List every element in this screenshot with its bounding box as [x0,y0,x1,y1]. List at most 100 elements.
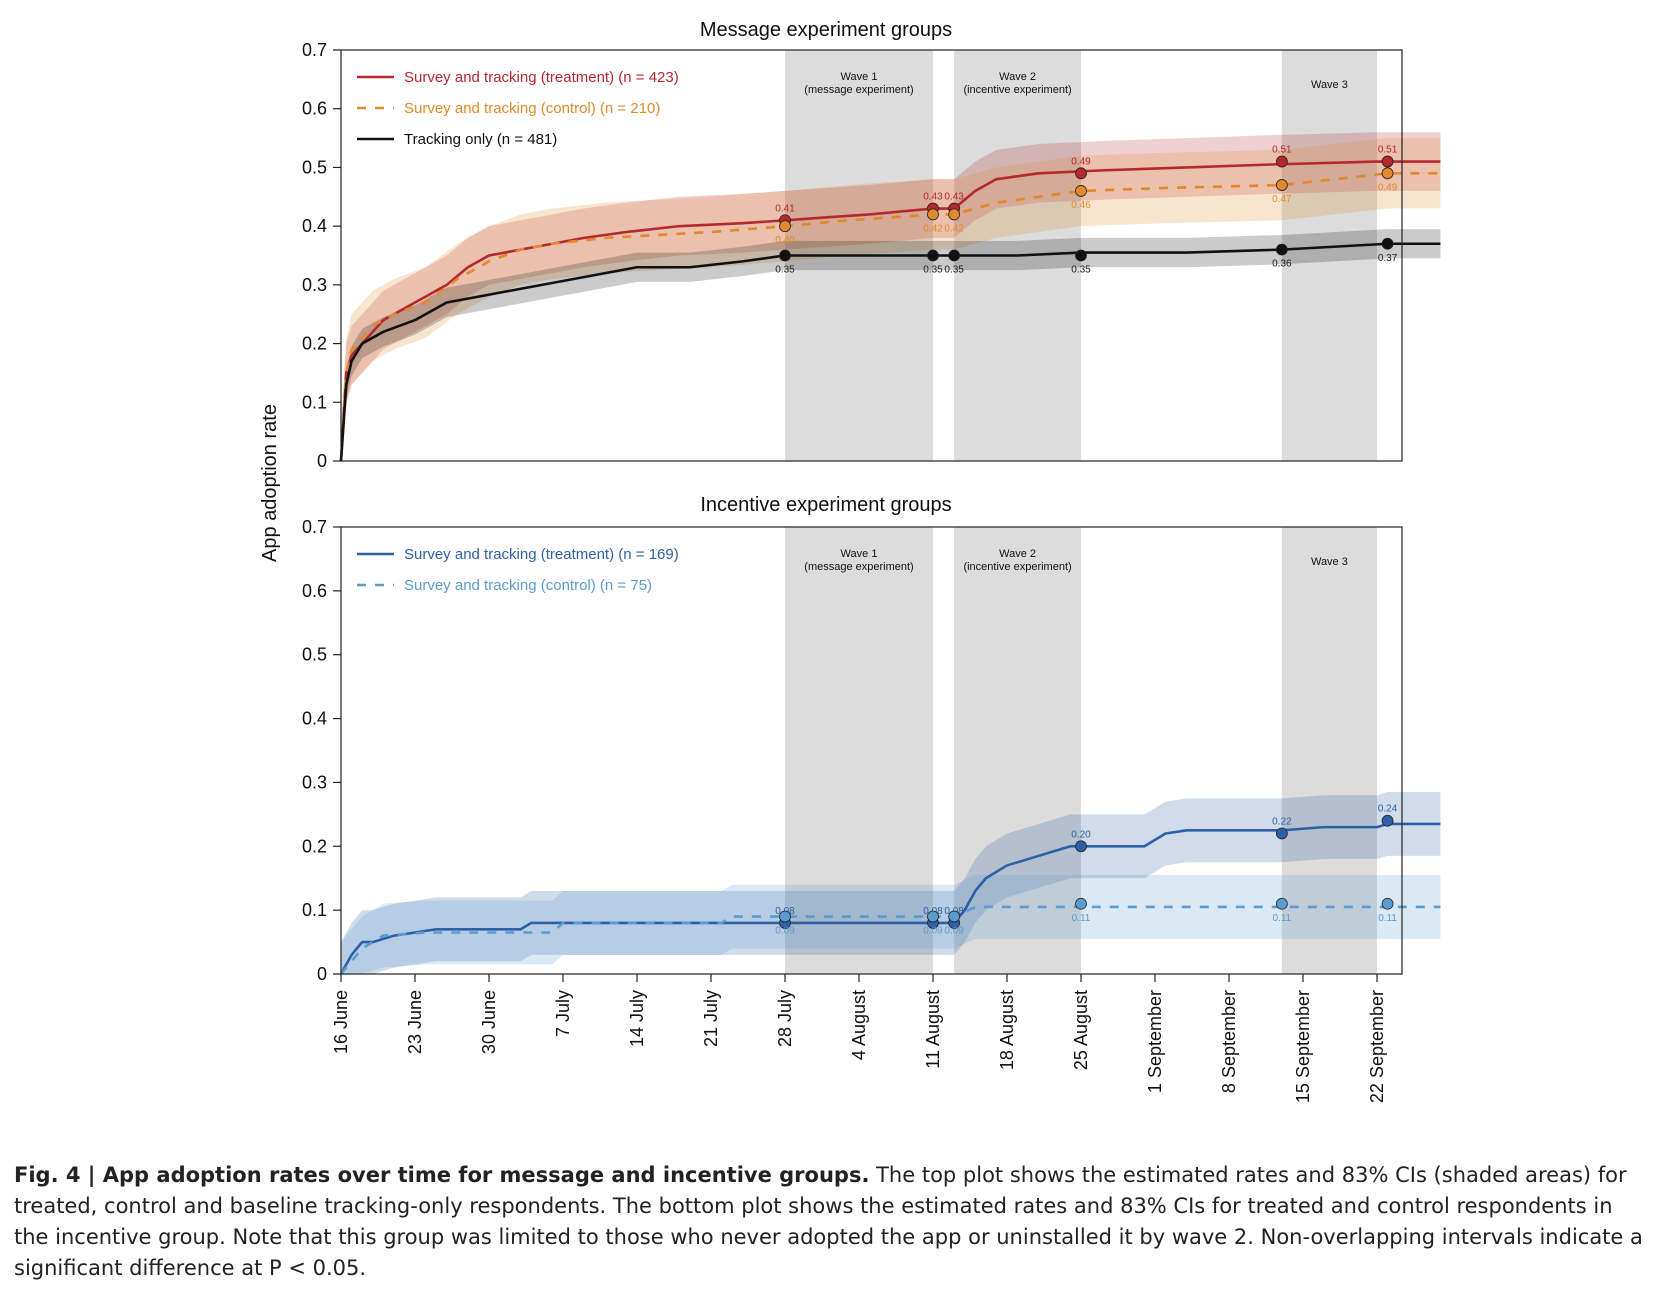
y-tick-label: 0.6 [302,99,327,119]
data-point [1381,814,1394,827]
figure: Message experiment groups Wave 1(message… [259,19,1441,1103]
wave-label: Wave 2 [999,548,1036,560]
x-tick-label: 16 June [331,990,351,1054]
legend: Survey and tracking (treatment) (n = 169… [357,546,679,594]
x-tick-label: 21 July [701,990,721,1047]
data-point [1075,897,1087,910]
y-tick-label: 0.4 [302,709,327,729]
x-tick-label: 18 August [997,990,1017,1070]
legend: Survey and tracking (treatment) (n = 423… [357,69,679,148]
data-label: 0.20 [1071,829,1091,840]
x-tick-label: 14 July [627,990,647,1047]
data-point [948,249,961,262]
message-experiment-panel: Message experiment groups Wave 1(message… [302,19,1441,471]
wave-bands: Wave 1(message experiment) Wave 2(incenti… [785,527,1377,974]
data-label: 0.51 [1378,145,1398,156]
data-label: 0.49 [1071,156,1091,167]
data-label: 0.35 [944,265,964,276]
ci-band-1 [341,132,1441,461]
confidence-bands [341,132,1441,462]
data-label: 0.09 [944,926,964,937]
y-tick-label: 0.3 [302,772,327,792]
wave-sublabel: (incentive experiment) [963,561,1071,573]
y-tick-label: 0.1 [302,392,327,412]
data-point [948,910,961,923]
wave-label: Wave 3 [1311,556,1348,568]
legend-entry: Survey and tracking (treatment) (n = 423… [404,69,679,86]
wave-label: Wave 2 [999,71,1036,83]
wave-sublabel: (incentive experiment) [963,84,1071,96]
data-point [1075,249,1087,262]
y-tick-label: 0.2 [302,334,327,354]
y-axis-label: App adoption rate [259,404,281,562]
data-point [1075,840,1087,853]
data-point [779,910,791,923]
data-point [1381,897,1394,910]
data-point [779,249,791,262]
y-tick-label: 0.5 [302,645,327,665]
data-point [927,910,939,923]
legend-entry: Survey and tracking (treatment) (n = 169… [404,546,679,563]
ci-band-2 [341,138,1441,462]
y-tick-label: 0.5 [302,157,327,177]
x-tick-label: 15 September [1293,990,1313,1103]
data-label: 0.09 [923,926,943,937]
x-axis: 16 June 23 June 30 June 7 July 14 July 21 Jul… [331,974,1387,1103]
data-point [1075,167,1087,180]
caption-text: The top plot shows the estimated rates a… [14,1163,1643,1280]
data-label: 0.11 [1272,913,1291,924]
data-label: 0.09 [775,926,795,937]
x-tick-label: 30 June [479,990,499,1054]
data-point [1381,237,1394,250]
data-label: 0.35 [775,265,795,276]
y-tick-label: 0.3 [302,275,327,295]
data-label: 0.37 [1378,253,1398,264]
x-tick-label: 23 June [405,990,425,1054]
y-tick-label: 0.1 [302,900,327,920]
x-tick-label: 7 July [553,990,573,1037]
confidence-bands [341,792,1441,974]
data-label: 0.41 [775,203,795,214]
legend-entry: Tracking only (n = 481) [404,131,557,148]
data-label: 0.49 [1378,182,1398,193]
y-tick-label: 0.7 [302,40,327,60]
wave-band-2 [954,527,1081,974]
x-tick-label: 4 August [849,990,869,1060]
figure-caption: Fig. 4 | App adoption rates over time fo… [14,1160,1644,1284]
legend-entry: Survey and tracking (control) (n = 75) [404,577,652,594]
data-point [948,208,961,221]
y-tick-label: 0 [317,964,327,984]
plot-frame [340,526,1403,975]
incentive-experiment-panel: Incentive experiment groups Wave 1(messa… [302,494,1441,984]
wave-band-1 [785,527,933,974]
ci-band-3 [341,229,1441,461]
y-tick-label: 0.4 [302,216,327,236]
y-tick-label: 0 [317,451,327,471]
wave-label: Wave 1 [841,71,878,83]
x-tick-label: 1 September [1145,990,1165,1093]
data-label: 0.42 [923,223,943,234]
caption-label: Fig. 4 | App adoption rates over time fo… [14,1163,870,1187]
data-label: 0.43 [944,192,964,203]
y-tick-label: 0.2 [302,836,327,856]
data-label: 0.22 [1272,817,1292,828]
series-line-1 [339,160,1441,462]
data-point [1275,897,1288,910]
data-label: 0.42 [944,223,964,234]
y-axis: 0 0.1 0.2 0.3 0.4 0.5 0.6 0.7 [302,40,341,471]
data-point [1275,155,1288,168]
data-label: 0.36 [1272,259,1292,270]
data-label: 0.35 [1071,265,1091,276]
x-tick-label: 25 August [1071,990,1091,1070]
wave-sublabel: (message experiment) [804,84,913,96]
y-tick-label: 0.6 [302,581,327,601]
data-point [1075,185,1087,197]
data-point [1381,155,1394,168]
wave-band-3 [1281,527,1377,974]
ci-band-2 [341,875,1441,974]
series-line-2 [339,905,1441,975]
data-point [927,208,939,221]
data-label: 0.51 [1272,145,1292,156]
series-markers: 0.41 0.43 0.43 0.49 0.51 0.51 0.40 0.42 0.42 0.46… [775,145,1397,276]
data-label: 0.47 [1272,194,1292,205]
